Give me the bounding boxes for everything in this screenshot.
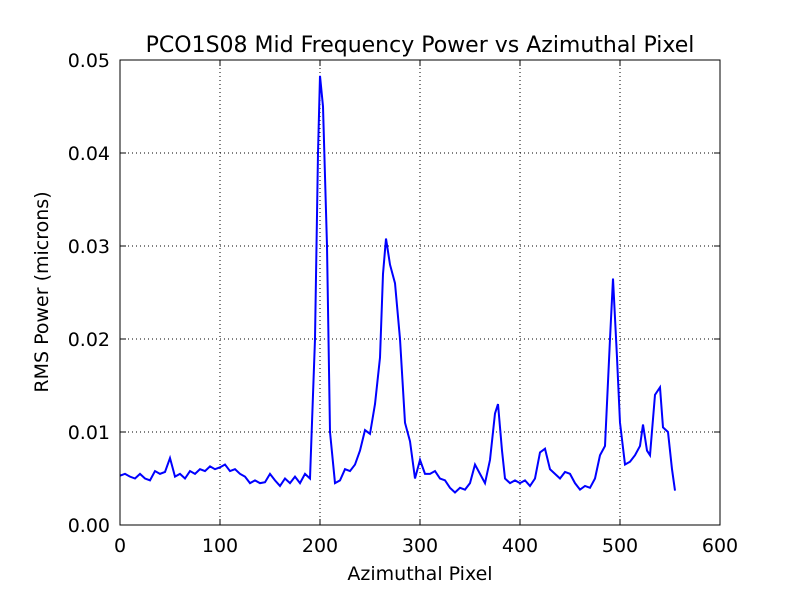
x-tick-label: 200 xyxy=(302,535,338,557)
data-line xyxy=(119,75,676,494)
y-tick-label: 0.03 xyxy=(68,236,110,258)
x-tick-label: 0 xyxy=(114,535,126,557)
y-tick-label: 0.05 xyxy=(68,50,110,72)
x-tick-label: 600 xyxy=(702,535,738,557)
x-tick-label: 400 xyxy=(502,535,538,557)
x-tick-label: 100 xyxy=(202,535,238,557)
plot-frame xyxy=(119,59,721,526)
x-tick-label: 500 xyxy=(602,535,638,557)
y-axis-label: RMS Power (microns) xyxy=(31,191,53,392)
y-tick-label: 0.00 xyxy=(68,515,110,537)
chart-title: PCO1S08 Mid Frequency Power vs Azimuthal… xyxy=(146,33,695,58)
y-tick-label: 0.01 xyxy=(68,422,110,444)
y-tick-label: 0.02 xyxy=(68,329,110,351)
x-tick-label: 300 xyxy=(402,535,438,557)
y-tick-label: 0.04 xyxy=(68,143,110,165)
x-axis-label: Azimuthal Pixel xyxy=(347,563,492,585)
